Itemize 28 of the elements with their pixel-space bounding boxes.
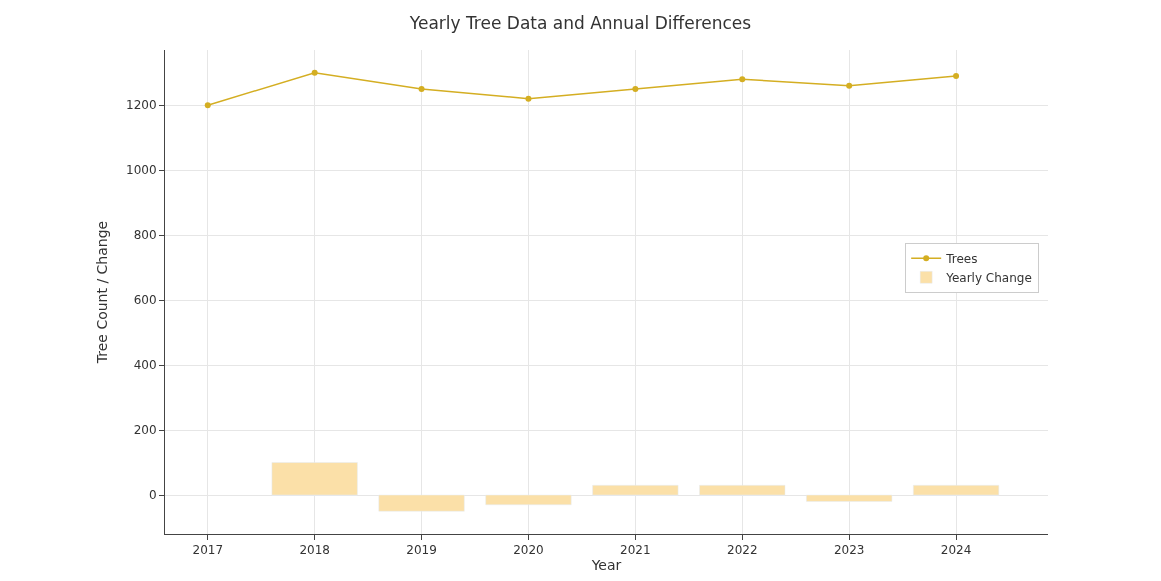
x-tick-label: 2024 [940, 543, 972, 558]
x-tick-label: 2017 [192, 543, 224, 558]
y-tick-label: 400 [133, 358, 157, 373]
y-tick-label: 0 [148, 488, 157, 503]
point [953, 72, 960, 79]
point [525, 95, 532, 102]
x-tick-label: 2023 [833, 543, 865, 558]
x-tick-label: 2018 [299, 543, 330, 558]
y-tick-label: 200 [133, 423, 157, 438]
x-tick-label: 2021 [620, 543, 651, 558]
point [311, 69, 318, 76]
legend-label: Yearly Change [945, 270, 1032, 285]
y-tick-label: 1000 [126, 163, 157, 178]
x-tick-label: 2020 [513, 543, 544, 558]
y-tick-label: 800 [133, 228, 157, 243]
chart-title: Yearly Tree Data and Annual Differences [408, 13, 752, 34]
legend-label: Trees [945, 251, 978, 266]
x-tick-label: 2022 [726, 543, 758, 558]
y-axis-title: Tree Count / Change [93, 220, 110, 365]
point [418, 85, 425, 92]
point [632, 85, 639, 92]
y-tick-label: 1200 [126, 98, 157, 113]
x-tick-label: 2019 [406, 543, 437, 558]
y-tick-label: 600 [133, 293, 157, 308]
x-axis-title: Year [590, 557, 622, 574]
point [846, 82, 853, 89]
point [204, 102, 211, 109]
point [739, 76, 746, 83]
